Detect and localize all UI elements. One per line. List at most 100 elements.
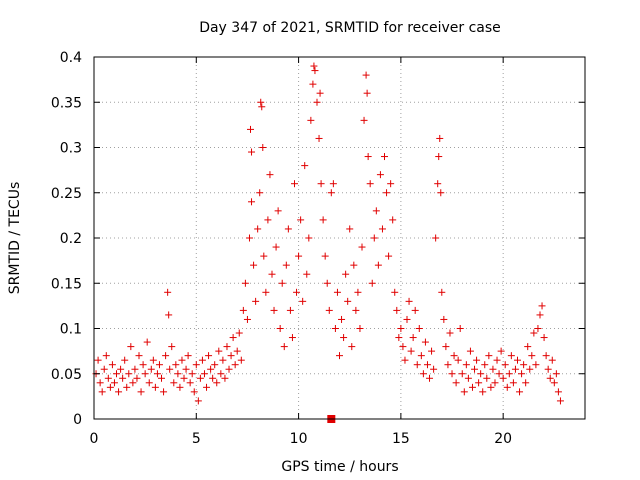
data-point (399, 343, 407, 351)
data-point (440, 315, 448, 323)
data-point (333, 288, 341, 296)
data-point (307, 116, 315, 124)
data-point (241, 279, 249, 287)
x-tick-label: 0 (90, 431, 99, 447)
data-point (319, 216, 327, 224)
data-point (243, 315, 251, 323)
data-point (165, 311, 173, 319)
data-point (344, 297, 352, 305)
data-point (102, 352, 110, 360)
data-point (387, 180, 395, 188)
data-point (280, 343, 288, 351)
data-point (468, 383, 476, 391)
data-point (417, 352, 425, 360)
data-point (272, 243, 280, 251)
data-point (141, 370, 149, 378)
data-point (254, 225, 262, 233)
data-point (295, 252, 303, 260)
data-point (209, 374, 217, 382)
data-point (96, 379, 104, 387)
data-point (258, 103, 266, 111)
data-point (145, 379, 153, 387)
data-point (259, 144, 267, 151)
data-point (430, 365, 438, 373)
data-point (219, 356, 227, 364)
data-point (207, 365, 215, 373)
data-point (409, 334, 417, 342)
data-point (483, 374, 491, 382)
data-point (104, 374, 112, 382)
data-point (475, 379, 483, 387)
data-point (327, 189, 335, 197)
data-point (542, 352, 550, 360)
y-tick-label: 0 (73, 412, 82, 428)
data-point (464, 374, 472, 382)
data-point (176, 383, 184, 391)
data-point (119, 374, 127, 382)
data-point (250, 261, 258, 269)
y-tick-labels: 0 0.05 0.1 0.15 0.2 0.25 0.3 0.35 0.4 (51, 50, 82, 428)
y-tick-label: 0.3 (60, 141, 82, 157)
data-point (554, 388, 562, 396)
data-point (233, 347, 241, 355)
data-point (108, 361, 116, 369)
data-point (248, 198, 256, 206)
data-point (284, 225, 292, 233)
y-tick-label: 0.1 (60, 322, 82, 338)
data-point (247, 125, 255, 133)
data-point (317, 180, 325, 188)
data-point (505, 370, 513, 378)
data-point (530, 329, 538, 337)
data-point (518, 370, 526, 378)
data-point (309, 80, 317, 88)
data-point (462, 361, 470, 369)
data-point (235, 329, 243, 337)
data-point (501, 361, 509, 369)
data-point (364, 153, 372, 161)
data-point (227, 352, 235, 360)
data-point (372, 207, 380, 215)
data-point (217, 370, 225, 378)
data-point (113, 370, 121, 378)
data-point (487, 383, 495, 391)
data-point (481, 361, 489, 369)
data-point (248, 148, 256, 156)
data-point (438, 288, 446, 296)
data-point (153, 370, 161, 378)
data-point (536, 311, 544, 319)
data-point (378, 225, 386, 233)
data-point (139, 361, 147, 369)
data-point (356, 325, 364, 332)
data-point (419, 370, 427, 378)
data-point (297, 216, 305, 224)
data-point (164, 288, 172, 296)
y-tick-label: 0.4 (60, 50, 82, 66)
data-point (323, 279, 331, 287)
data-point (117, 365, 125, 373)
y-tick-label: 0.25 (51, 186, 82, 202)
data-point (520, 361, 528, 369)
data-point (352, 306, 360, 314)
data-point (342, 270, 350, 278)
data-point (125, 370, 133, 378)
data-point (316, 89, 324, 97)
data-point (346, 225, 354, 233)
y-tick-label: 0.05 (51, 367, 82, 383)
data-point (213, 379, 221, 387)
y-tick-label: 0.2 (60, 231, 82, 247)
data-point (491, 379, 499, 387)
data-point (205, 352, 213, 360)
data-point (260, 252, 268, 260)
data-point (532, 361, 540, 369)
data-point (147, 365, 155, 373)
data-point (489, 365, 497, 373)
data-point (237, 356, 245, 364)
data-point (174, 370, 182, 378)
data-point (452, 379, 460, 387)
data-point (127, 343, 135, 351)
data-point (252, 297, 260, 305)
data-point (442, 343, 450, 351)
data-point (278, 279, 286, 287)
data-point (245, 234, 253, 242)
